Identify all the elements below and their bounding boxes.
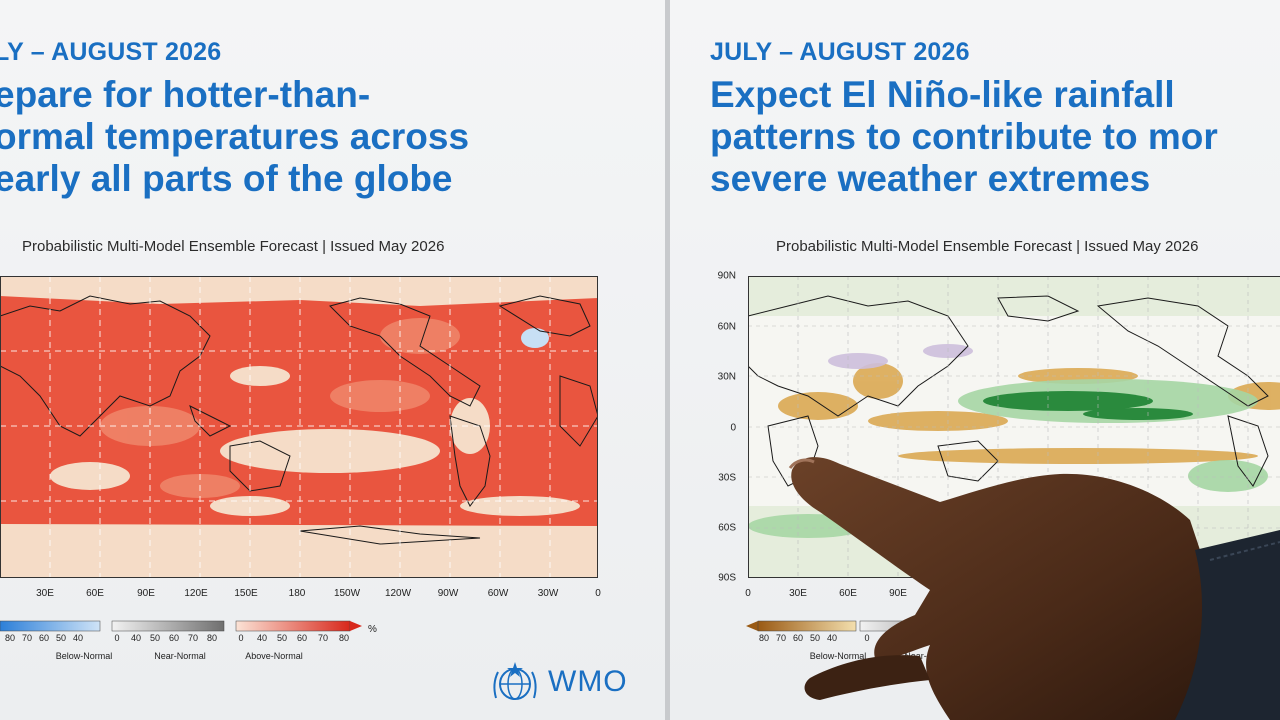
lon-tick: 90E bbox=[889, 588, 907, 599]
lat-tick: 60S bbox=[718, 522, 736, 534]
cbar-label: 40 bbox=[130, 633, 142, 643]
lon-tick: 120W bbox=[384, 588, 412, 599]
left-colorbar bbox=[0, 620, 362, 632]
colorbar-unit: % bbox=[368, 624, 377, 635]
cbar-label: 50 bbox=[276, 633, 288, 643]
wmo-logo-text: WMO bbox=[548, 665, 628, 698]
lat-tick: 90S bbox=[718, 572, 736, 584]
lon-tick: 60W bbox=[487, 588, 509, 599]
lon-tick: 60E bbox=[839, 588, 857, 599]
cbar-label: 60 bbox=[296, 633, 308, 643]
right-period: JULY – AUGUST 2026 bbox=[710, 38, 970, 66]
right-headline-line-1: Expect El Niño-like rainfall bbox=[710, 74, 1175, 115]
lon-tick: 90W bbox=[437, 588, 459, 599]
left-headline-line-3: early all parts of the globe bbox=[0, 158, 453, 199]
right-headline: Expect El Niño-like rainfall patterns to… bbox=[710, 74, 1218, 200]
lat-tick: 30S bbox=[718, 472, 736, 484]
cbar-label: 70 bbox=[187, 633, 199, 643]
category-below-normal: Below-Normal bbox=[55, 651, 113, 661]
rainfall-forecast-slide: JULY – AUGUST 2026 Expect El Niño-like r… bbox=[670, 0, 1280, 720]
lon-tick: 30E bbox=[789, 588, 807, 599]
cbar-label: 0 bbox=[238, 633, 244, 643]
temperature-forecast-slide: LY – AUGUST 2026 epare for hotter-than- … bbox=[0, 0, 665, 720]
pointing-hand bbox=[788, 457, 1280, 720]
category-above-normal: Above-Normal bbox=[245, 651, 303, 661]
right-headline-line-3: severe weather extremes bbox=[710, 158, 1151, 199]
cbar-label: 80 bbox=[338, 633, 350, 643]
lat-tick: 30N bbox=[717, 371, 736, 383]
screen-divider bbox=[665, 0, 670, 720]
left-subtitle: Probabilistic Multi-Model Ensemble Forec… bbox=[22, 238, 445, 255]
wmo-emblem-icon bbox=[493, 662, 537, 700]
wmo-logo: WMO bbox=[490, 660, 628, 704]
cbar-label: 80 bbox=[206, 633, 218, 643]
cbar-label: 40 bbox=[256, 633, 268, 643]
left-headline-line-1: epare for hotter-than- bbox=[0, 74, 371, 115]
cbar-label: 70 bbox=[317, 633, 329, 643]
lon-tick: 90E bbox=[137, 588, 155, 599]
cbar-label: 0 bbox=[114, 633, 120, 643]
lon-tick: 30E bbox=[36, 588, 54, 599]
cbar-label: 80 bbox=[4, 633, 16, 643]
lon-tick: 150E bbox=[234, 588, 258, 599]
cbar-label: 60 bbox=[168, 633, 180, 643]
cbar-label: 40 bbox=[826, 633, 838, 643]
lon-tick: 120E bbox=[184, 588, 208, 599]
temperature-map bbox=[0, 276, 598, 578]
lon-tick: 30W bbox=[537, 588, 559, 599]
left-period: LY – AUGUST 2026 bbox=[0, 38, 222, 66]
cbar-label: 50 bbox=[55, 633, 67, 643]
cbar-label: 70 bbox=[21, 633, 33, 643]
cbar-label: 40 bbox=[72, 633, 84, 643]
cbar-label: 50 bbox=[809, 633, 821, 643]
cbar-label: 0 bbox=[864, 633, 870, 643]
cbar-label: 70 bbox=[775, 633, 787, 643]
lat-tick: 0 bbox=[730, 422, 736, 434]
cbar-label: 60 bbox=[792, 633, 804, 643]
lon-tick: 60E bbox=[86, 588, 104, 599]
lon-tick: 0 bbox=[595, 588, 601, 599]
category-near-normal: Near-Normal bbox=[154, 651, 206, 661]
cbar-label: 80 bbox=[758, 633, 770, 643]
lon-tick: 180 bbox=[288, 588, 306, 599]
category-below-normal: Below-Normal bbox=[809, 651, 867, 661]
lon-tick: 150W bbox=[333, 588, 361, 599]
left-headline: epare for hotter-than- ormal temperature… bbox=[0, 74, 469, 200]
right-headline-line-2: patterns to contribute to mor bbox=[710, 116, 1218, 157]
right-subtitle: Probabilistic Multi-Model Ensemble Forec… bbox=[776, 238, 1199, 255]
left-headline-line-2: ormal temperatures across bbox=[0, 116, 470, 157]
lat-tick: 60N bbox=[717, 321, 736, 333]
cbar-label: 60 bbox=[38, 633, 50, 643]
lon-tick: 0 bbox=[745, 588, 751, 599]
cbar-label: 50 bbox=[149, 633, 161, 643]
lat-tick: 90N bbox=[717, 270, 736, 282]
